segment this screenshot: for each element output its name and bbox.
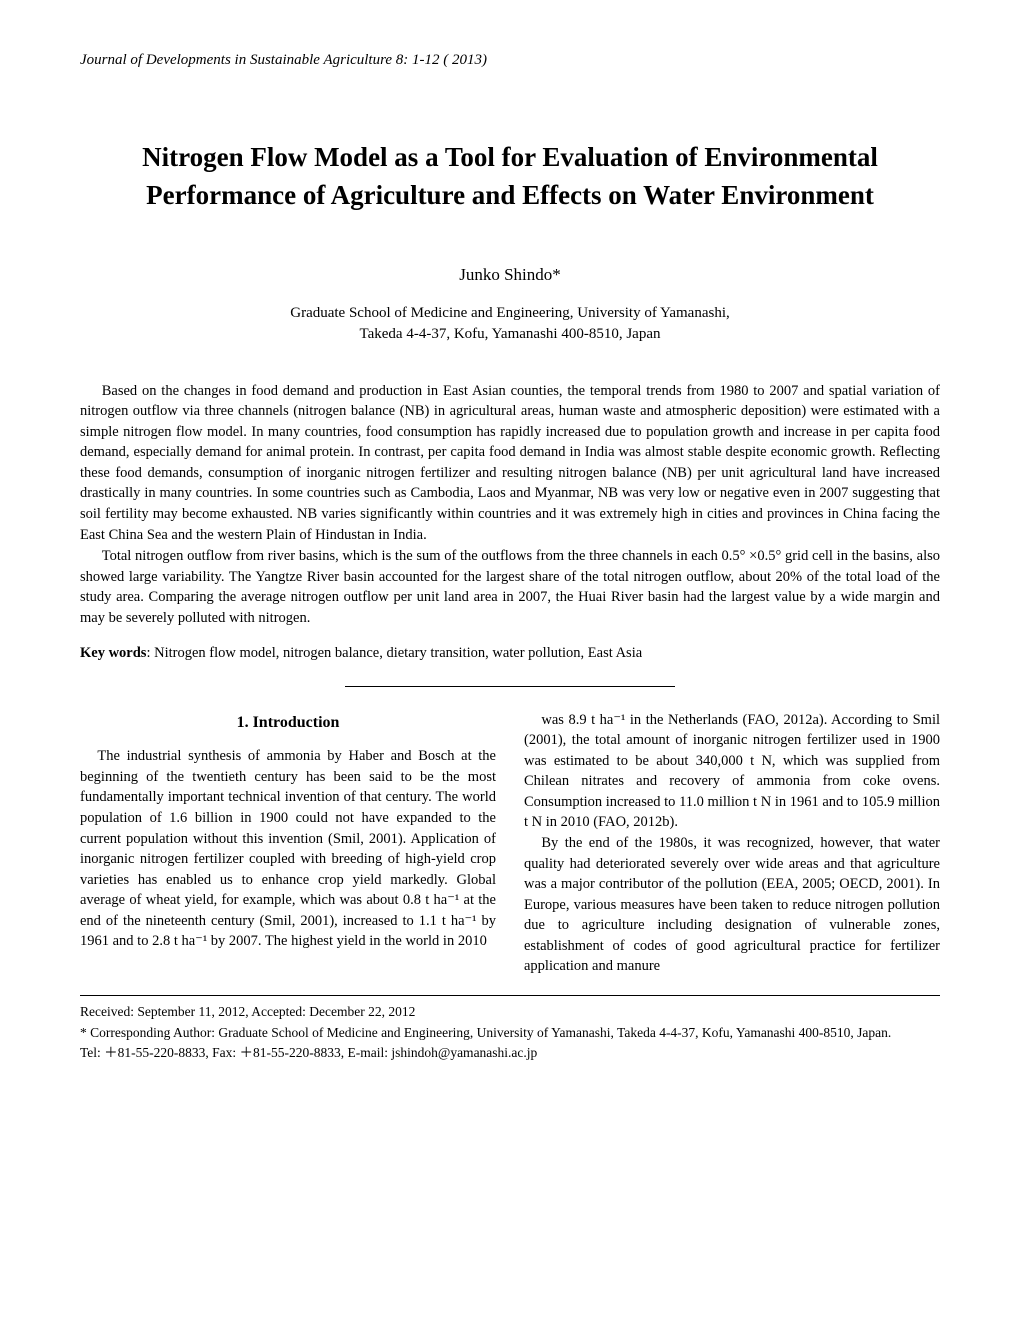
affiliation-line-1: Graduate School of Medicine and Engineer… <box>290 305 729 321</box>
body-left-paragraph-1: The industrial synthesis of ammonia by H… <box>80 746 496 952</box>
keywords-line: Key words: Nitrogen flow model, nitrogen… <box>80 645 940 662</box>
section-separator <box>80 674 940 692</box>
page-title: Nitrogen Flow Model as a Tool for Evalua… <box>80 139 940 215</box>
footer-contact: Tel: ＋81-55-220-8833, Fax: ＋81-55-220-88… <box>80 1043 940 1063</box>
keywords-label: Key words <box>80 645 146 661</box>
author-name: Junko Shindo* <box>80 265 940 285</box>
body-right-paragraph-2: By the end of the 1980s, it was recogniz… <box>524 833 940 977</box>
two-column-body: 1. Introduction The industrial synthesis… <box>80 710 940 978</box>
affiliation-line-2: Takeda 4-4-37, Kofu, Yamanashi 400-8510,… <box>360 326 661 342</box>
abstract-paragraph-1: Based on the changes in food demand and … <box>80 381 940 546</box>
footer-corresponding-author: * Corresponding Author: Graduate School … <box>80 1023 940 1043</box>
footer-block: Received: September 11, 2012, Accepted: … <box>80 1002 940 1063</box>
author-affiliation: Graduate School of Medicine and Engineer… <box>80 303 940 345</box>
footer-received: Received: September 11, 2012, Accepted: … <box>80 1002 940 1022</box>
body-right-paragraph-1: was 8.9 t ha⁻¹ in the Netherlands (FAO, … <box>524 710 940 833</box>
left-column: 1. Introduction The industrial synthesis… <box>80 710 496 978</box>
abstract-paragraph-2: Total nitrogen outflow from river basins… <box>80 546 940 628</box>
separator-line <box>345 686 675 687</box>
abstract-block: Based on the changes in food demand and … <box>80 381 940 629</box>
keywords-text: : Nitrogen flow model, nitrogen balance,… <box>146 645 642 661</box>
footer-divider <box>80 995 940 996</box>
section-heading-introduction: 1. Introduction <box>80 712 496 735</box>
journal-header: Journal of Developments in Sustainable A… <box>80 52 940 69</box>
right-column: was 8.9 t ha⁻¹ in the Netherlands (FAO, … <box>524 710 940 978</box>
